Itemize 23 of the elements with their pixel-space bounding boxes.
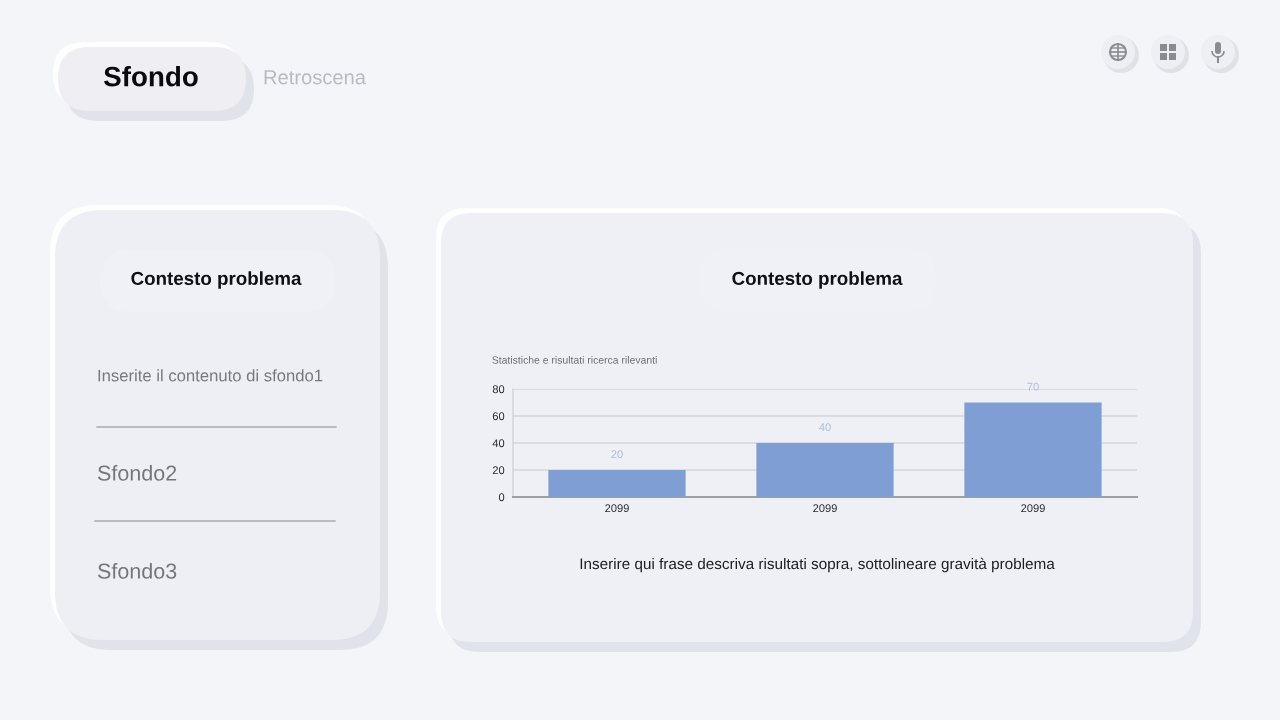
y-tick-label: 80 [492,385,505,394]
text: Inserite il contenuto di sfondo1 [98,369,323,382]
bar [756,443,894,497]
y-tick-label: 40 [492,439,505,448]
chart-title: Statistiche e risultati ricerca rilevanti [492,356,657,364]
text: Retroscena [264,70,366,85]
data-label: 40 [819,423,831,432]
x-tick-label: 2099 [1021,504,1045,513]
data-label: 70 [1027,382,1039,391]
text: Sfondo3 [97,562,177,579]
bar [964,402,1102,497]
x-tick-label: 2099 [813,504,837,513]
data-label: 20 [611,450,623,459]
text: Inserire qui frase descriva risultati sopra, sottolineare gravità problema [580,557,1055,573]
text: Sfondo [103,66,198,87]
text: Contesto problema [732,271,903,289]
bar [548,470,686,497]
text: Contesto problema [131,271,302,289]
y-tick-label: 20 [492,466,505,475]
text: Sfondo2 [97,464,177,481]
x-tick-label: 2099 [605,504,629,513]
y-tick-label: 60 [492,412,505,421]
y-tick-label: 0 [498,493,505,502]
